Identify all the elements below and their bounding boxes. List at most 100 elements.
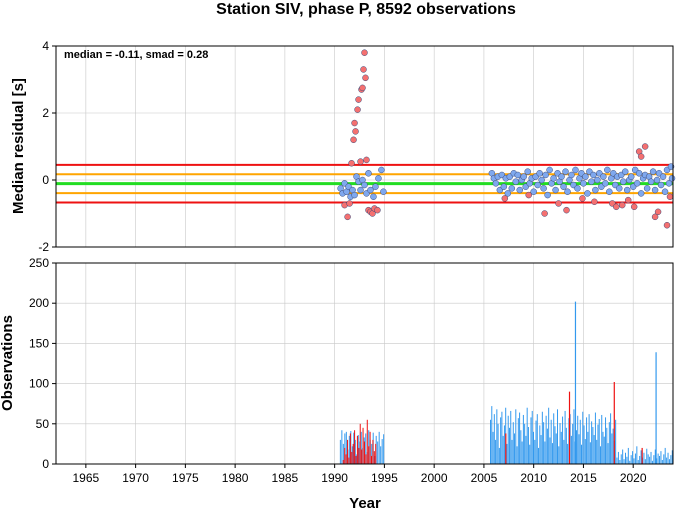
residual-point: [588, 178, 595, 185]
residual-point: [651, 186, 659, 194]
residual-point: [568, 171, 575, 179]
residual-point: [637, 153, 645, 160]
residual-point: [378, 166, 385, 174]
x-tick-label: 1980: [222, 471, 249, 485]
residual-point: [500, 183, 508, 190]
residual-y-tick-label: 4: [42, 39, 49, 53]
residual-point: [659, 173, 667, 180]
observations-y-tick-label: 100: [29, 377, 49, 391]
residual-point: [552, 186, 559, 194]
residual-point: [582, 173, 589, 180]
x-tick-label: 1965: [73, 471, 100, 485]
residual-point: [367, 186, 374, 194]
observations-panel: 0 50 100 150 200 250 1965 1970 1975 1980 1985 1990…: [0, 256, 674, 511]
x-tick-label: 1975: [172, 471, 199, 485]
residual-point: [492, 180, 500, 187]
residual-point: [619, 178, 627, 185]
residual-point: [606, 188, 613, 195]
residual-point: [536, 170, 543, 177]
residual-point: [363, 156, 370, 164]
residual-point: [538, 176, 545, 184]
residual-point: [355, 96, 362, 103]
residual-point: [550, 175, 557, 182]
x-ticks: 1965 1970 1975 1980 1985 1990 1995 2000 2005 2010…: [73, 464, 647, 485]
residual-point: [624, 196, 632, 204]
residual-point: [661, 188, 669, 195]
residual-point: [594, 176, 601, 184]
residual-point: [647, 178, 655, 185]
x-tick-label: 2020: [620, 471, 647, 485]
residual-point: [525, 191, 532, 199]
residual-point: [563, 206, 570, 214]
residual-point: [348, 160, 355, 167]
observations-y-tick-label: 0: [42, 457, 49, 471]
observations-y-tick-label: 50: [36, 417, 50, 431]
observations-y-tick-label: 250: [29, 256, 49, 270]
residual-point: [359, 84, 366, 92]
residual-point: [504, 190, 512, 197]
residual-point: [351, 191, 358, 199]
residual-point: [524, 168, 531, 175]
residual-point: [501, 195, 509, 202]
residual-point: [558, 173, 565, 180]
residual-point: [668, 175, 676, 182]
residual-point: [592, 186, 599, 194]
residual-point: [600, 173, 607, 180]
residual-point: [564, 188, 571, 195]
residual-point: [637, 190, 645, 197]
residual-point: [641, 143, 649, 150]
residual-point: [520, 173, 527, 180]
residual-point: [621, 168, 629, 175]
residual-point: [666, 193, 674, 200]
residual-point: [362, 74, 369, 82]
residual-point: [357, 158, 364, 165]
residual-point: [572, 166, 579, 174]
residual-point: [375, 175, 382, 182]
x-axis-label: Year: [349, 495, 381, 511]
residual-point: [516, 186, 523, 194]
residual-point: [380, 188, 387, 195]
x-tick-label: 1990: [321, 471, 348, 485]
residual-point: [357, 186, 364, 194]
residual-point: [351, 119, 358, 127]
observation-bars: [339, 301, 673, 464]
residual-point: [542, 171, 549, 179]
residual-point: [623, 186, 631, 194]
residual-point: [562, 168, 569, 175]
observations-y-axis-label: Observations: [0, 315, 16, 411]
residual-point: [653, 176, 661, 184]
residual-point: [361, 181, 368, 189]
residual-point: [370, 193, 377, 200]
residual-point: [372, 183, 379, 190]
residual-point: [546, 166, 553, 174]
residual-point: [654, 208, 662, 216]
residual-point: [560, 183, 567, 190]
residual-point: [541, 210, 548, 217]
residual-point: [354, 106, 361, 113]
residual-point: [352, 128, 359, 135]
residual-point: [361, 49, 368, 56]
x-tick-label: 1970: [122, 471, 149, 485]
residual-point: [602, 180, 609, 187]
residual-point: [651, 213, 659, 221]
observations-y-tick-label: 200: [29, 296, 49, 310]
residual-point: [344, 213, 351, 221]
residual-y-axis-label: Median residual [s]: [10, 78, 27, 214]
residual-point: [540, 185, 547, 192]
residual-point: [360, 66, 367, 73]
residual-plot-frame: [55, 45, 674, 248]
x-tick-label: 1995: [371, 471, 398, 485]
residual-point: [663, 221, 671, 229]
residual-point: [530, 188, 537, 195]
x-tick-label: 2015: [570, 471, 597, 485]
residual-point: [508, 185, 516, 192]
residual-point: [544, 191, 551, 199]
observations-plot-frame: [55, 262, 674, 465]
residual-point: [630, 203, 638, 211]
residual-y-tick-label: 0: [42, 173, 49, 187]
residual-points: [337, 49, 676, 229]
residual-point: [643, 185, 651, 192]
residual-point: [574, 185, 581, 192]
residual-point: [590, 171, 597, 179]
